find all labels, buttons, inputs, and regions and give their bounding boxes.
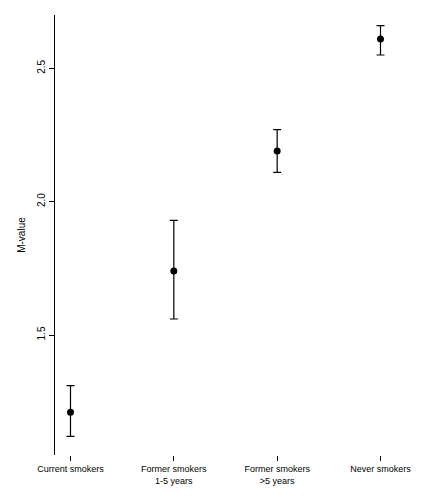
svg-text:2.0: 2.0 [36, 193, 47, 207]
svg-text:2.5: 2.5 [36, 59, 47, 73]
svg-text:1.5: 1.5 [36, 326, 47, 340]
svg-text:Former smokers>5 years: Former smokers>5 years [244, 464, 310, 486]
svg-text:Current smokers: Current smokers [37, 464, 104, 474]
svg-text:M-value: M-value [16, 217, 27, 253]
svg-text:Former smokers1-5 years: Former smokers1-5 years [141, 464, 207, 486]
svg-text:Never smokers: Never smokers [350, 464, 411, 474]
